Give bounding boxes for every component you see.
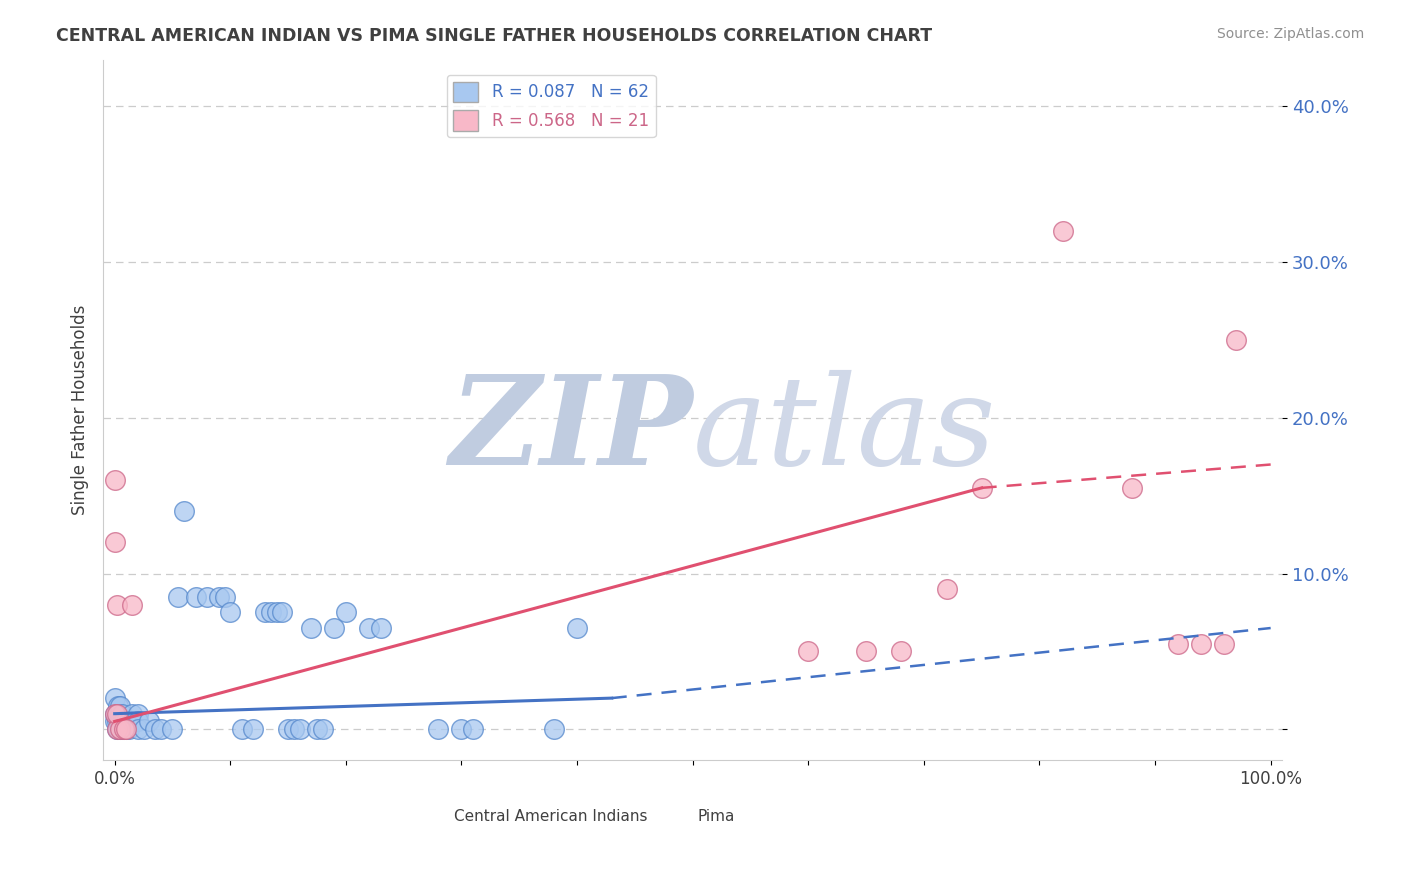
Point (797, 644, 820, 658)
Point (1189, 637, 1212, 651)
Point (219, 606, 242, 620)
Point (277, 723, 299, 737)
Point (110, 723, 132, 737)
Point (173, 504, 195, 518)
Point (890, 644, 912, 658)
Point (1213, 637, 1236, 651)
Point (149, 723, 172, 737)
Point (132, 723, 155, 737)
Point (105, 706, 128, 721)
Point (1167, 637, 1189, 651)
Point (1121, 481, 1143, 495)
Point (112, 714, 135, 729)
Text: CENTRAL AMERICAN INDIAN VS PIMA SINGLE FATHER HOUSEHOLDS CORRELATION CHART: CENTRAL AMERICAN INDIAN VS PIMA SINGLE F… (56, 27, 932, 45)
Point (357, 621, 380, 635)
Point (283, 723, 305, 737)
Point (855, 644, 877, 658)
Point (565, 621, 588, 635)
Point (271, 606, 294, 620)
Point (121, 598, 143, 612)
Point (162, 723, 184, 737)
Point (115, 723, 138, 737)
Point (110, 698, 132, 713)
Text: atlas: atlas (693, 370, 995, 491)
Point (936, 582, 959, 596)
Point (110, 723, 132, 737)
Point (115, 714, 138, 729)
Point (1225, 333, 1247, 347)
Point (184, 590, 207, 604)
Point (105, 598, 128, 612)
Y-axis label: Single Father Households: Single Father Households (72, 305, 89, 516)
Point (117, 714, 139, 729)
Point (108, 714, 131, 729)
Point (288, 723, 311, 737)
Point (104, 473, 127, 487)
Point (115, 723, 138, 737)
Point (111, 706, 134, 721)
Point (117, 723, 139, 737)
Point (461, 723, 484, 737)
Point (104, 714, 127, 729)
Point (112, 723, 135, 737)
Point (127, 723, 149, 737)
Legend: R = 0.087   N = 62, R = 0.568   N = 21: R = 0.087 N = 62, R = 0.568 N = 21 (447, 75, 655, 137)
Point (1052, 224, 1074, 238)
FancyBboxPatch shape (457, 796, 503, 816)
Point (111, 714, 134, 729)
Point (121, 706, 143, 721)
Point (305, 723, 328, 737)
Point (335, 606, 357, 620)
Text: Pima: Pima (697, 809, 735, 824)
Point (450, 723, 472, 737)
Point (105, 723, 128, 737)
Point (143, 723, 166, 737)
Point (110, 706, 132, 721)
Point (138, 714, 160, 729)
Point (253, 606, 276, 620)
Point (107, 698, 129, 713)
Point (167, 590, 190, 604)
Point (121, 714, 143, 729)
Point (260, 606, 283, 620)
Point (127, 714, 149, 729)
Point (127, 706, 149, 721)
Point (214, 590, 236, 604)
Point (104, 706, 127, 721)
Point (299, 621, 322, 635)
Point (266, 606, 288, 620)
Point (370, 621, 392, 635)
Point (111, 723, 134, 737)
Point (111, 723, 134, 737)
Point (112, 723, 135, 737)
Point (231, 723, 253, 737)
Point (105, 714, 128, 729)
FancyBboxPatch shape (657, 796, 704, 816)
Point (242, 723, 264, 737)
Point (427, 723, 450, 737)
Point (105, 723, 128, 737)
Point (543, 723, 565, 737)
Point (104, 706, 127, 721)
Point (195, 590, 218, 604)
Text: Central American Indians: Central American Indians (454, 809, 648, 824)
Point (108, 706, 131, 721)
Point (111, 714, 134, 729)
Point (107, 723, 129, 737)
Point (208, 590, 231, 604)
Point (312, 723, 335, 737)
Text: Source: ZipAtlas.com: Source: ZipAtlas.com (1216, 27, 1364, 41)
Point (104, 691, 127, 706)
Point (323, 621, 346, 635)
Point (104, 535, 127, 549)
Text: ZIP: ZIP (449, 370, 693, 491)
Point (970, 481, 993, 495)
Point (110, 714, 132, 729)
